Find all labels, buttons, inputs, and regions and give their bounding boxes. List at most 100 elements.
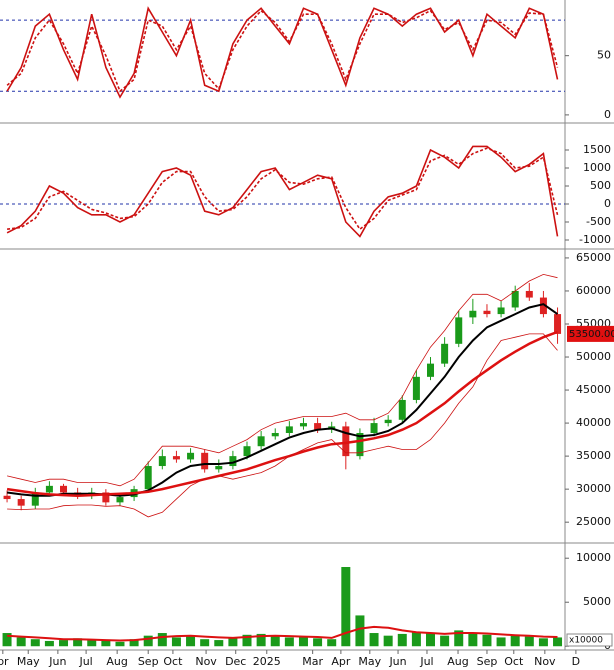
- x-tick-label: Dec: [225, 655, 246, 668]
- series-line: [7, 625, 558, 642]
- candle-body: [299, 423, 307, 427]
- x-tick-label: Jun: [388, 655, 406, 668]
- volume-bar: [2, 633, 12, 647]
- y-tick-label: 45000: [576, 383, 611, 396]
- candle-body: [539, 297, 547, 315]
- candle-body: [45, 485, 53, 493]
- volume-bar: [200, 639, 210, 647]
- series-line: [6, 147, 559, 231]
- volume-bar: [440, 635, 450, 647]
- candle-body: [455, 317, 463, 344]
- x-tick-label: Sep: [477, 655, 498, 668]
- y-tick-label: 25000: [576, 515, 611, 528]
- y-tick-label: 50: [597, 49, 611, 62]
- candle-body: [370, 423, 378, 433]
- volume-bar: [87, 640, 97, 647]
- x-tick-label: May: [17, 655, 40, 668]
- candle-body: [172, 456, 180, 460]
- volume-bar: [115, 641, 125, 647]
- y-tick-label: -1000: [579, 233, 611, 246]
- volume-bar: [157, 633, 167, 647]
- volume-bar: [411, 632, 421, 647]
- x-tick-label: Oct: [163, 655, 183, 668]
- candle-body: [60, 485, 68, 493]
- y-tick-label: -500: [586, 215, 611, 228]
- volume-bar: [496, 637, 506, 647]
- candle-body: [356, 432, 364, 457]
- y-tick-label: 10000: [576, 551, 611, 564]
- series-line: [6, 145, 559, 238]
- x-tick-label: Jul: [419, 655, 433, 668]
- x-tick-label: pr: [0, 655, 9, 668]
- volume-bar: [298, 636, 308, 647]
- volume-bar: [30, 639, 40, 647]
- volume-bar: [426, 633, 436, 647]
- candle-body: [3, 495, 11, 500]
- y-tick-label: 40000: [576, 416, 611, 429]
- unit-label: x10000: [569, 636, 603, 646]
- volume-bar: [73, 638, 83, 647]
- series-line: [6, 330, 558, 498]
- x-tick-label: D: [572, 655, 580, 668]
- candle-body: [201, 452, 209, 470]
- volume-bar: [214, 640, 224, 647]
- x-tick-label: Sep: [138, 655, 159, 668]
- candle-body: [342, 426, 350, 457]
- series-line: [7, 273, 558, 487]
- candle-body: [483, 310, 491, 315]
- unit-box: [566, 633, 613, 647]
- x-tick-label: Jun: [48, 655, 66, 668]
- series-line: [6, 9, 559, 93]
- x-tick-label: Oct: [504, 655, 524, 668]
- candle-body: [384, 419, 392, 424]
- y-tick-label: 500: [590, 179, 611, 192]
- volume-bar: [553, 637, 563, 647]
- candle-body: [427, 363, 435, 377]
- candle-body: [144, 466, 152, 490]
- x-tick-label: Nov: [195, 655, 217, 668]
- volume-bar: [510, 635, 520, 647]
- y-tick-label: 1000: [583, 161, 611, 174]
- y-tick-label: 0: [604, 197, 611, 210]
- candle-body: [187, 452, 195, 460]
- price-label: 53500.00: [569, 329, 614, 340]
- candle-body: [469, 310, 477, 318]
- volume-bar: [171, 637, 181, 647]
- y-tick-label: 60000: [576, 284, 611, 297]
- candle-body: [116, 497, 124, 503]
- x-tick-label: Aug: [106, 655, 127, 668]
- candle-body: [257, 436, 265, 447]
- candle-body: [398, 399, 406, 420]
- volume-bar: [228, 638, 238, 647]
- volume-bar: [186, 635, 196, 647]
- volume-bar: [242, 634, 252, 647]
- x-tick-label: Nov: [534, 655, 556, 668]
- volume-bar: [101, 640, 111, 647]
- volume-bar: [16, 637, 26, 647]
- y-tick-label: 50000: [576, 350, 611, 363]
- volume-bar: [524, 636, 534, 647]
- x-tick-label: Apr: [331, 655, 351, 668]
- candle-body: [525, 290, 533, 298]
- volume-bar: [256, 633, 266, 647]
- volume-bar: [341, 567, 351, 647]
- x-tick-label: May: [358, 655, 381, 668]
- y-tick-label: 35000: [576, 449, 611, 462]
- candle-body: [314, 423, 322, 430]
- volume-bar: [313, 638, 323, 647]
- candle-body: [497, 307, 505, 315]
- volume-bar: [482, 634, 492, 647]
- candle-body: [102, 492, 110, 503]
- candle-body: [511, 290, 519, 308]
- candle-body: [441, 343, 449, 364]
- y-tick-label: 1500: [583, 143, 611, 156]
- volume-bar: [129, 639, 139, 647]
- volume-bar: [327, 639, 337, 647]
- volume-bar: [397, 633, 407, 647]
- candle-body: [271, 432, 279, 437]
- candle-body: [554, 314, 562, 334]
- volume-bar: [383, 635, 393, 647]
- volume-bar: [369, 633, 379, 647]
